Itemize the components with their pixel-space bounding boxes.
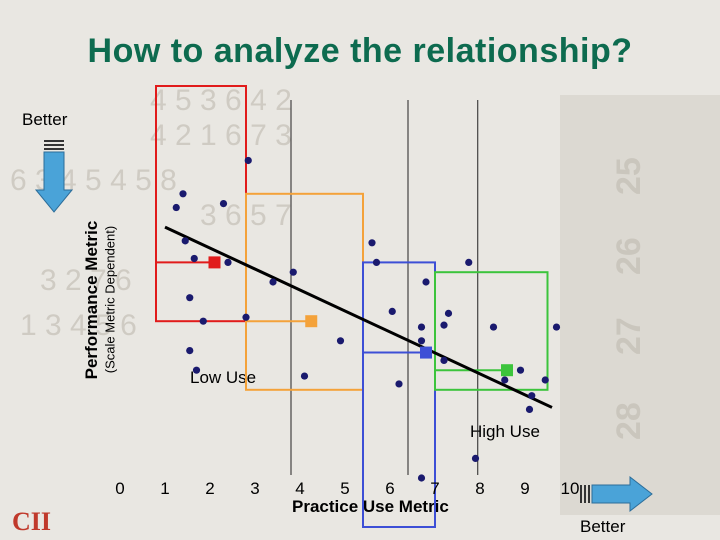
data-point-2 xyxy=(181,237,189,245)
data-point-32 xyxy=(552,323,561,331)
group-box-red xyxy=(155,85,247,323)
data-point-0 xyxy=(172,203,180,212)
slide-title: How to analyze the relationship? xyxy=(87,32,633,70)
x-tick-10: 10 xyxy=(561,479,580,498)
data-point-17 xyxy=(372,258,381,266)
x-tick-3: 3 xyxy=(250,479,259,498)
data-point-5 xyxy=(192,366,201,374)
trend-line xyxy=(164,225,553,409)
data-point-20 xyxy=(417,337,426,345)
data-point-23 xyxy=(440,356,448,364)
data-point-4 xyxy=(186,347,194,355)
data-point-8 xyxy=(224,258,232,266)
group-mean-red xyxy=(208,256,221,269)
data-point-35 xyxy=(525,405,534,413)
data-point-25 xyxy=(465,258,473,266)
data-point-7 xyxy=(199,317,207,325)
data-point-1 xyxy=(179,190,187,198)
svg-text:26: 26 xyxy=(610,237,648,275)
high-use-label: High Use xyxy=(470,422,540,441)
arrows-group xyxy=(34,140,653,513)
data-point-22 xyxy=(422,278,430,286)
x-tick-5: 5 xyxy=(340,479,349,498)
x-tick-7: 7 xyxy=(430,479,439,498)
data-point-11 xyxy=(244,156,252,165)
data-point-24 xyxy=(444,309,453,317)
better-label-top: Better xyxy=(22,110,68,129)
x-tick-2: 2 xyxy=(205,479,214,498)
data-point-6 xyxy=(190,254,198,263)
svg-text:4 5 3 6 4 2: 4 5 3 6 4 2 xyxy=(150,84,292,117)
cii-logo: CII xyxy=(12,507,52,536)
x-tick-8: 8 xyxy=(475,479,484,498)
better-label-bottom: Better xyxy=(580,517,626,536)
x-tick-6: 6 xyxy=(385,479,394,498)
data-point-14 xyxy=(300,372,309,380)
group-mean-blue xyxy=(420,346,432,359)
svg-text:27: 27 xyxy=(610,317,648,355)
data-point-10 xyxy=(219,200,228,208)
x-tick-0: 0 xyxy=(115,479,124,498)
data-point-15 xyxy=(336,337,345,345)
data-point-29 xyxy=(516,366,525,374)
svg-text:28: 28 xyxy=(610,402,648,440)
data-point-12 xyxy=(269,278,277,286)
data-point-26 xyxy=(440,321,448,329)
down-arrow-icon xyxy=(34,140,74,213)
data-point-28 xyxy=(501,376,509,384)
right-arrow-icon xyxy=(580,475,653,513)
data-point-33 xyxy=(471,454,480,462)
x-tick-1: 1 xyxy=(160,479,169,498)
x-axis-label: Practice Use Metric xyxy=(292,497,449,516)
group-box-green xyxy=(434,271,549,391)
data-point-19 xyxy=(395,380,403,388)
group-mean-orange xyxy=(305,315,318,328)
data-point-27 xyxy=(489,323,498,331)
svg-text:3 2 7 6: 3 2 7 6 xyxy=(40,264,132,297)
svg-text:25: 25 xyxy=(610,157,648,195)
data-point-30 xyxy=(528,392,536,400)
data-point-21 xyxy=(417,323,426,331)
data-point-31 xyxy=(541,376,549,384)
data-point-16 xyxy=(368,239,376,247)
data-point-13 xyxy=(289,268,297,276)
x-tick-4: 4 xyxy=(295,479,304,498)
data-point-3 xyxy=(186,294,194,302)
svg-text:1 3 4 5 6: 1 3 4 5 6 xyxy=(20,309,137,342)
group-box-blue xyxy=(362,261,436,528)
data-point-9 xyxy=(242,313,250,321)
data-point-34 xyxy=(417,474,426,482)
low-use-label: Low Use xyxy=(190,368,257,387)
x-tick-9: 9 xyxy=(520,479,529,498)
svg-text:4 2 1 6 7 3: 4 2 1 6 7 3 xyxy=(150,119,292,152)
data-point-18 xyxy=(388,307,396,315)
group-mean-green xyxy=(501,364,513,377)
